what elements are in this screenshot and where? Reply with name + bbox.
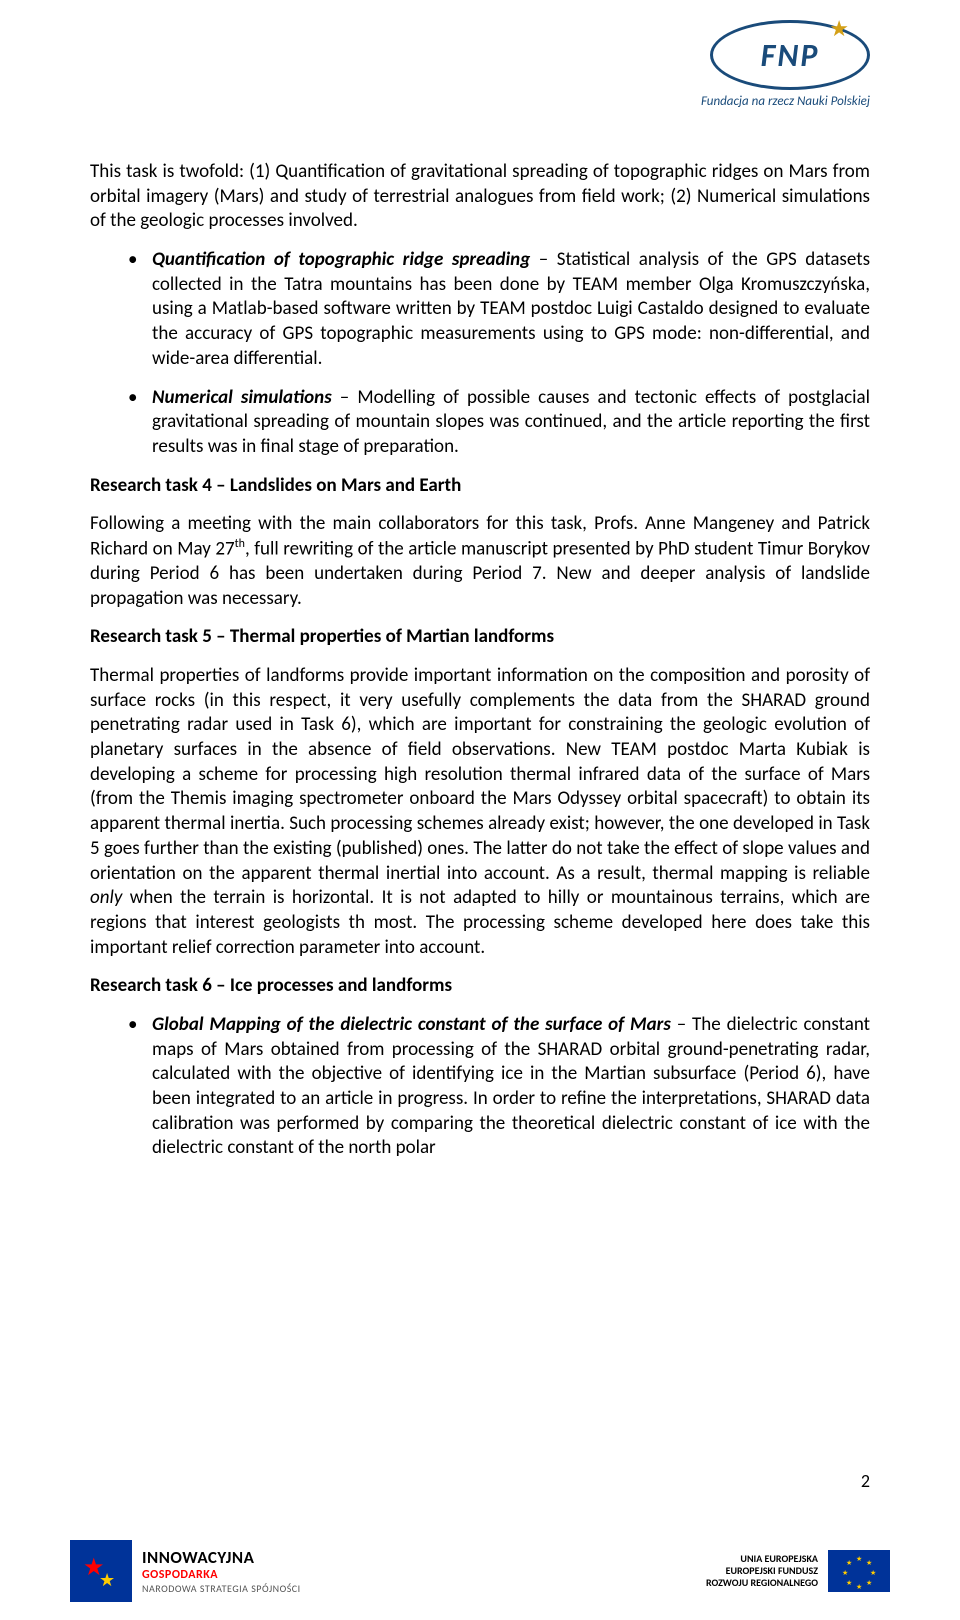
- task5-paragraph: Thermal properties of landforms provide …: [90, 664, 870, 960]
- task5-text-b: when the terrain is horizontal. It is no…: [90, 886, 870, 958]
- bullet-list-1: Quantification of topographic ridge spre…: [128, 248, 870, 460]
- page-number: 2: [861, 1470, 870, 1492]
- task5-heading: Research task 5 – Thermal properties of …: [90, 625, 870, 650]
- task4-heading: Research task 4 – Landslides on Mars and…: [90, 474, 870, 499]
- bullet-list-2: Global Mapping of the dielectric constan…: [128, 1013, 870, 1161]
- fnp-star-icon: ★: [829, 15, 849, 42]
- header-logo: FNP ★ Fundacja na rzecz Nauki Polskiej: [701, 20, 870, 109]
- task5-text-a: Thermal properties of landforms provide …: [90, 664, 870, 885]
- ig-title: INNOWACYJNA: [142, 1547, 301, 1568]
- eu-star-circle: ★ ★ ★ ★ ★ ★ ★ ★: [844, 1556, 874, 1586]
- task5-only: only: [90, 886, 122, 909]
- fnp-subtitle: Fundacja na rzecz Nauki Polskiej: [701, 94, 870, 109]
- fnp-logo: FNP ★: [710, 20, 870, 90]
- bullet-item: Global Mapping of the dielectric constan…: [128, 1013, 870, 1161]
- eu-line3: ROZWOJU REGIONALNEGO: [706, 1577, 818, 1589]
- ig-sub: GOSPODARKA: [142, 1568, 301, 1582]
- bullet-item: Numerical simulations – Modelling of pos…: [128, 386, 870, 460]
- bullet-lead: Numerical simulations: [152, 386, 332, 409]
- bullet-lead: Quantification of topographic ridge spre…: [152, 248, 530, 271]
- ig-sub2: NARODOWA STRATEGIA SPÓJNOŚCI: [142, 1582, 301, 1595]
- fnp-oval: FNP ★: [710, 20, 870, 90]
- ig-text-block: INNOWACYJNA GOSPODARKA NARODOWA STRATEGI…: [142, 1547, 301, 1595]
- task4-sup: th: [235, 537, 245, 551]
- intro-paragraph: This task is twofold: (1) Quantification…: [90, 160, 870, 234]
- footer: ★ ★ INNOWACYJNA GOSPODARKA NARODOWA STRA…: [0, 1540, 960, 1602]
- bullet-lead: Global Mapping of the dielectric constan…: [152, 1013, 671, 1036]
- bullet-item: Quantification of topographic ridge spre…: [128, 248, 870, 371]
- page-content: This task is twofold: (1) Quantification…: [0, 0, 960, 1161]
- ig-logo-square: ★ ★: [70, 1540, 132, 1602]
- footer-left-logo: ★ ★ INNOWACYJNA GOSPODARKA NARODOWA STRA…: [70, 1540, 301, 1602]
- fnp-logo-text: FNP: [761, 36, 820, 75]
- task4-paragraph: Following a meeting with the main collab…: [90, 512, 870, 611]
- eu-text-block: UNIA EUROPEJSKA EUROPEJSKI FUNDUSZ ROZWO…: [706, 1553, 818, 1589]
- eu-flag: ★ ★ ★ ★ ★ ★ ★ ★: [828, 1550, 890, 1592]
- task6-heading: Research task 6 – Ice processes and land…: [90, 974, 870, 999]
- ig-star-icon: ★: [99, 1569, 115, 1591]
- footer-right-logo: UNIA EUROPEJSKA EUROPEJSKI FUNDUSZ ROZWO…: [706, 1550, 890, 1592]
